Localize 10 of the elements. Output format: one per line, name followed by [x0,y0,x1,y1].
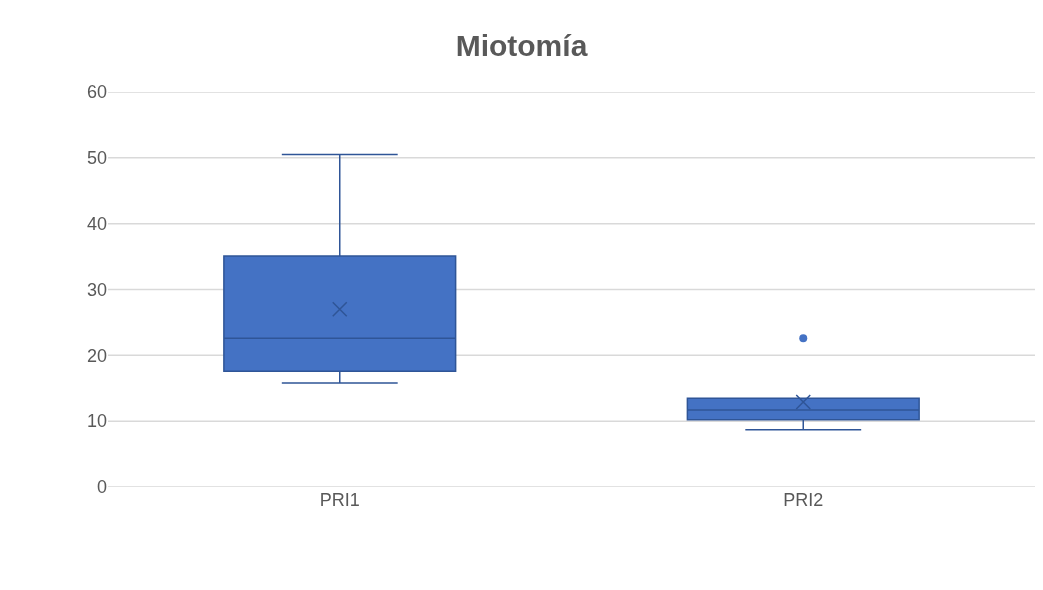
y-tick-label: 50 [86,148,107,169]
chart-title: Miotomía [455,29,588,63]
y-tick-label: 10 [86,411,107,432]
x-tick-label: PRI2 [783,490,824,510]
y-tick-label: 40 [86,213,107,234]
y-tick-label: 30 [86,279,107,300]
x-tick-label: PRI1 [319,490,360,510]
y-tick-label: 60 [86,82,107,103]
y-tick-label: 0 [96,477,107,498]
y-tick-label: 20 [86,345,107,366]
